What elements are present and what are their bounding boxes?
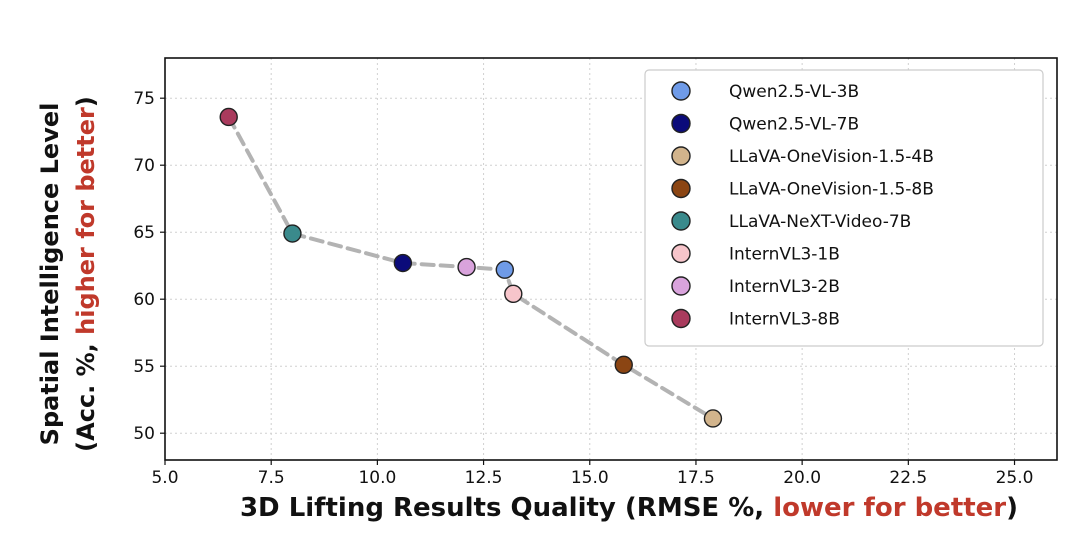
data-point [283,224,302,243]
legend-label: InternVL3-1B [729,245,840,265]
x-tick-label: 10.0 [358,468,396,488]
x-axis-title-highlight: lower for better [773,493,1006,523]
x-tick-label: 12.5 [465,468,503,488]
x-axis-title-prefix: 3D Lifting Results Quality (RMSE %, [240,493,773,523]
y-tick-label: 50 [133,424,155,444]
legend-label: Qwen2.5-VL-3B [729,82,859,102]
x-axis-title: 3D Lifting Results Quality (RMSE %, lowe… [240,493,1018,523]
y-axis-title-suffix: ) [72,96,100,107]
legend-label: LLaVA-OneVision-1.5-8B [729,180,934,200]
legend-marker [671,211,691,231]
x-tick-label: 5.0 [151,468,178,488]
y-axis-title-prefix: (Acc. %, [72,335,100,452]
legend-marker [671,113,691,134]
legend-label: LLaVA-NeXT-Video-7B [729,212,911,232]
legend-marker [671,243,691,264]
x-tick-label: 7.5 [258,468,285,488]
y-axis-title-line1: Spatial Intelligence Level [36,103,64,446]
y-axis-title-highlight: higher for better [72,107,100,335]
y-tick-label: 55 [133,357,155,377]
y-axis-title: Spatial Intelligence Level (Acc. %, high… [36,96,100,452]
legend-marker [671,178,691,199]
x-tick-label: 15.0 [571,468,609,488]
data-point [614,355,633,375]
data-point [703,409,723,428]
x-tick-label: 22.5 [889,468,927,488]
legend-label: LLaVA-OneVision-1.5-4B [729,147,934,167]
data-point [495,260,515,279]
legend-marker [671,276,691,296]
legend-label: Qwen2.5-VL-7B [729,115,859,135]
trend-line-group [226,114,715,421]
x-tick-label: 25.0 [996,468,1034,488]
y-axis-title-line2: (Acc. %, higher for better) [72,96,100,452]
y-tick-labels: 50 55 60 65 70 75 [133,89,165,444]
y-tick-label: 75 [133,89,155,109]
x-tick-label: 20.0 [783,468,821,488]
x-tick-labels: 5.0 7.5 10.0 12.5 15.0 17.5 20.0 22.5 25.0 [151,460,1033,488]
data-point [219,107,238,127]
legend: Qwen2.5-VL-3B Qwen2.5-VL-7B LLaVA-OneVisio… [644,69,1044,347]
legend-box [644,69,1044,347]
plot-frame [164,57,1058,461]
legend-marker [671,146,691,166]
legend-marker [671,81,691,101]
data-point [457,257,476,277]
legend-label: InternVL3-2B [729,277,840,297]
x-axis-title-suffix: ) [1006,493,1018,523]
data-point [504,284,523,304]
y-tick-label: 70 [133,156,155,176]
x-tick-label: 17.5 [677,468,715,488]
y-tick-label: 65 [133,223,155,243]
data-points [219,107,723,428]
data-point [393,253,413,273]
legend-marker [671,308,691,329]
y-tick-label: 60 [133,290,155,310]
trend-line [226,114,715,421]
legend-label: InternVL3-8B [729,310,840,330]
